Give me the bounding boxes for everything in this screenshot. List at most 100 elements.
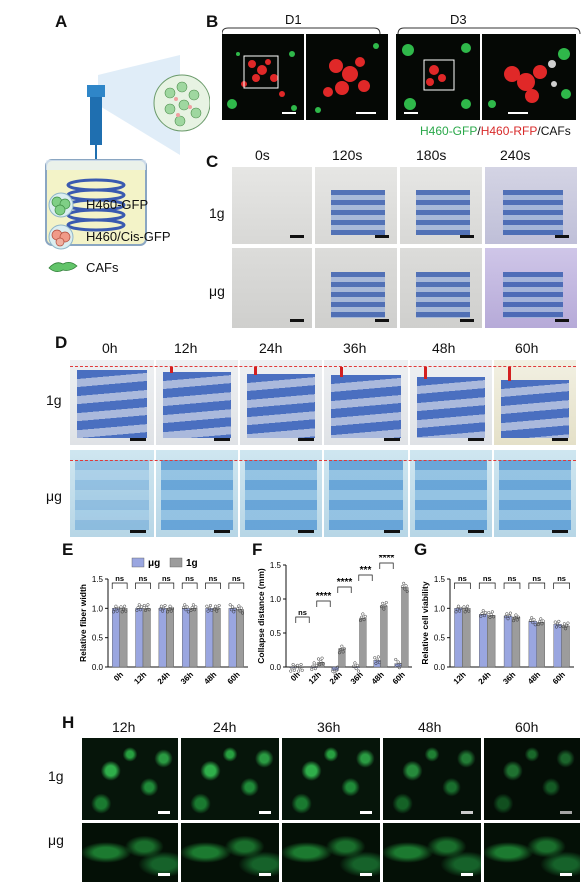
bar-1g [511, 616, 521, 668]
data-point [297, 669, 301, 673]
data-point [487, 611, 491, 615]
data-point [513, 616, 517, 620]
x-tick-label: 0h [289, 670, 302, 683]
x-tick-label: 60h [226, 670, 242, 686]
x-tick-label: 24h [328, 670, 344, 686]
significance-bracket [503, 582, 521, 589]
significance-label: ns [115, 574, 124, 583]
data-point [162, 606, 166, 610]
data-point [181, 606, 186, 610]
data-point [191, 603, 195, 607]
data-point [298, 666, 302, 670]
data-point [536, 622, 540, 627]
panel-label-b: B [206, 12, 219, 31]
significance-label: ns [458, 574, 467, 583]
data-point [124, 609, 128, 613]
data-point [564, 627, 568, 631]
time-label-h-3: 48h [418, 719, 442, 735]
bar-ug [112, 608, 120, 668]
bar-1g [401, 587, 409, 668]
time-label-c-0: 0s [255, 147, 270, 163]
data-point [354, 667, 358, 671]
legend-swatch-1g [169, 557, 183, 568]
gel-image-d-1g-36h [324, 360, 408, 445]
reference-dashed-line-1g [70, 366, 576, 367]
legend-h460-rfp: H460-RFP [480, 124, 538, 138]
chart-g-cell-viability: 0.0 0.5 1.0 1.5 Relative cell viability 12h 24… [420, 574, 574, 686]
data-point [146, 603, 150, 607]
data-point [479, 614, 483, 618]
time-label-h-1: 24h [213, 719, 237, 735]
data-point [212, 607, 216, 611]
data-point [384, 600, 388, 605]
data-point [355, 663, 359, 667]
x-tick-label: 12h [132, 670, 148, 686]
data-point [331, 669, 335, 673]
x-tick-label: 0h [112, 670, 125, 683]
bar-ug [158, 608, 167, 668]
data-point [215, 609, 219, 613]
gel-image-c-1g-180s [400, 167, 482, 244]
data-point [185, 605, 189, 609]
bar-1g [462, 608, 471, 668]
data-point [561, 625, 565, 629]
gel-image-c-1g-0s [232, 167, 312, 244]
data-point [352, 664, 356, 668]
fluorescence-h-1g-48h [383, 738, 481, 820]
fluorescence-h-ug-24h [181, 823, 279, 882]
gel-image-d-ug-12h [156, 450, 238, 537]
bar-ug [228, 608, 237, 668]
data-point [353, 661, 357, 665]
panel-label-g: G [414, 540, 428, 559]
data-point [489, 613, 493, 617]
significance-bracket [337, 586, 352, 593]
data-point [538, 620, 542, 624]
micrograph-d3-overview [396, 34, 480, 120]
panel-label-h: H [62, 713, 75, 732]
data-point [400, 585, 405, 589]
significance-bracket [158, 582, 175, 589]
significance-label: ns [298, 608, 307, 617]
micrograph-d1-zoom [306, 34, 388, 120]
time-label-d-2: 24h [259, 340, 283, 356]
bar-ug [181, 608, 190, 668]
legend-label: H460/Cis-GFP [86, 229, 171, 244]
panel-b-legend: H460-GFP/H460-RFP/CAFs [420, 124, 571, 138]
y-tick-label: 0.5 [434, 634, 446, 643]
gel-image-c-ug-120s [315, 248, 397, 328]
data-point [115, 609, 119, 613]
data-point [361, 612, 365, 616]
significance-label: *** [360, 565, 372, 576]
significance-label: ns [557, 574, 566, 583]
data-point [237, 604, 241, 608]
data-point [161, 609, 165, 613]
legend-label: H460-GFP [86, 197, 149, 212]
gel-image-c-ug-240s [485, 248, 577, 328]
data-point [506, 617, 510, 621]
data-point [142, 603, 146, 608]
data-point [383, 604, 387, 608]
data-point [184, 608, 188, 612]
gel-image-d-ug-36h [324, 450, 408, 537]
data-point [320, 656, 324, 660]
significance-bracket [316, 600, 331, 607]
x-tick-label: 24h [476, 670, 492, 686]
data-point [228, 603, 232, 607]
x-tick-label: 60h [551, 670, 567, 686]
data-point [310, 667, 314, 671]
data-point [531, 621, 535, 625]
fluorescence-h-1g-12h [82, 738, 178, 820]
data-point [170, 606, 175, 610]
significance-label: **** [379, 555, 395, 564]
gel-image-d-1g-12h [156, 360, 238, 445]
legend-sep: / [477, 124, 481, 138]
row-label-h-1g: 1g [48, 768, 64, 784]
gel-image-d-ug-24h [240, 450, 322, 537]
significance-bracket [379, 562, 394, 569]
data-point [394, 657, 398, 662]
data-point [395, 663, 399, 667]
data-point [557, 619, 561, 623]
data-point [121, 607, 125, 611]
data-point [505, 612, 509, 616]
data-point [553, 620, 557, 624]
